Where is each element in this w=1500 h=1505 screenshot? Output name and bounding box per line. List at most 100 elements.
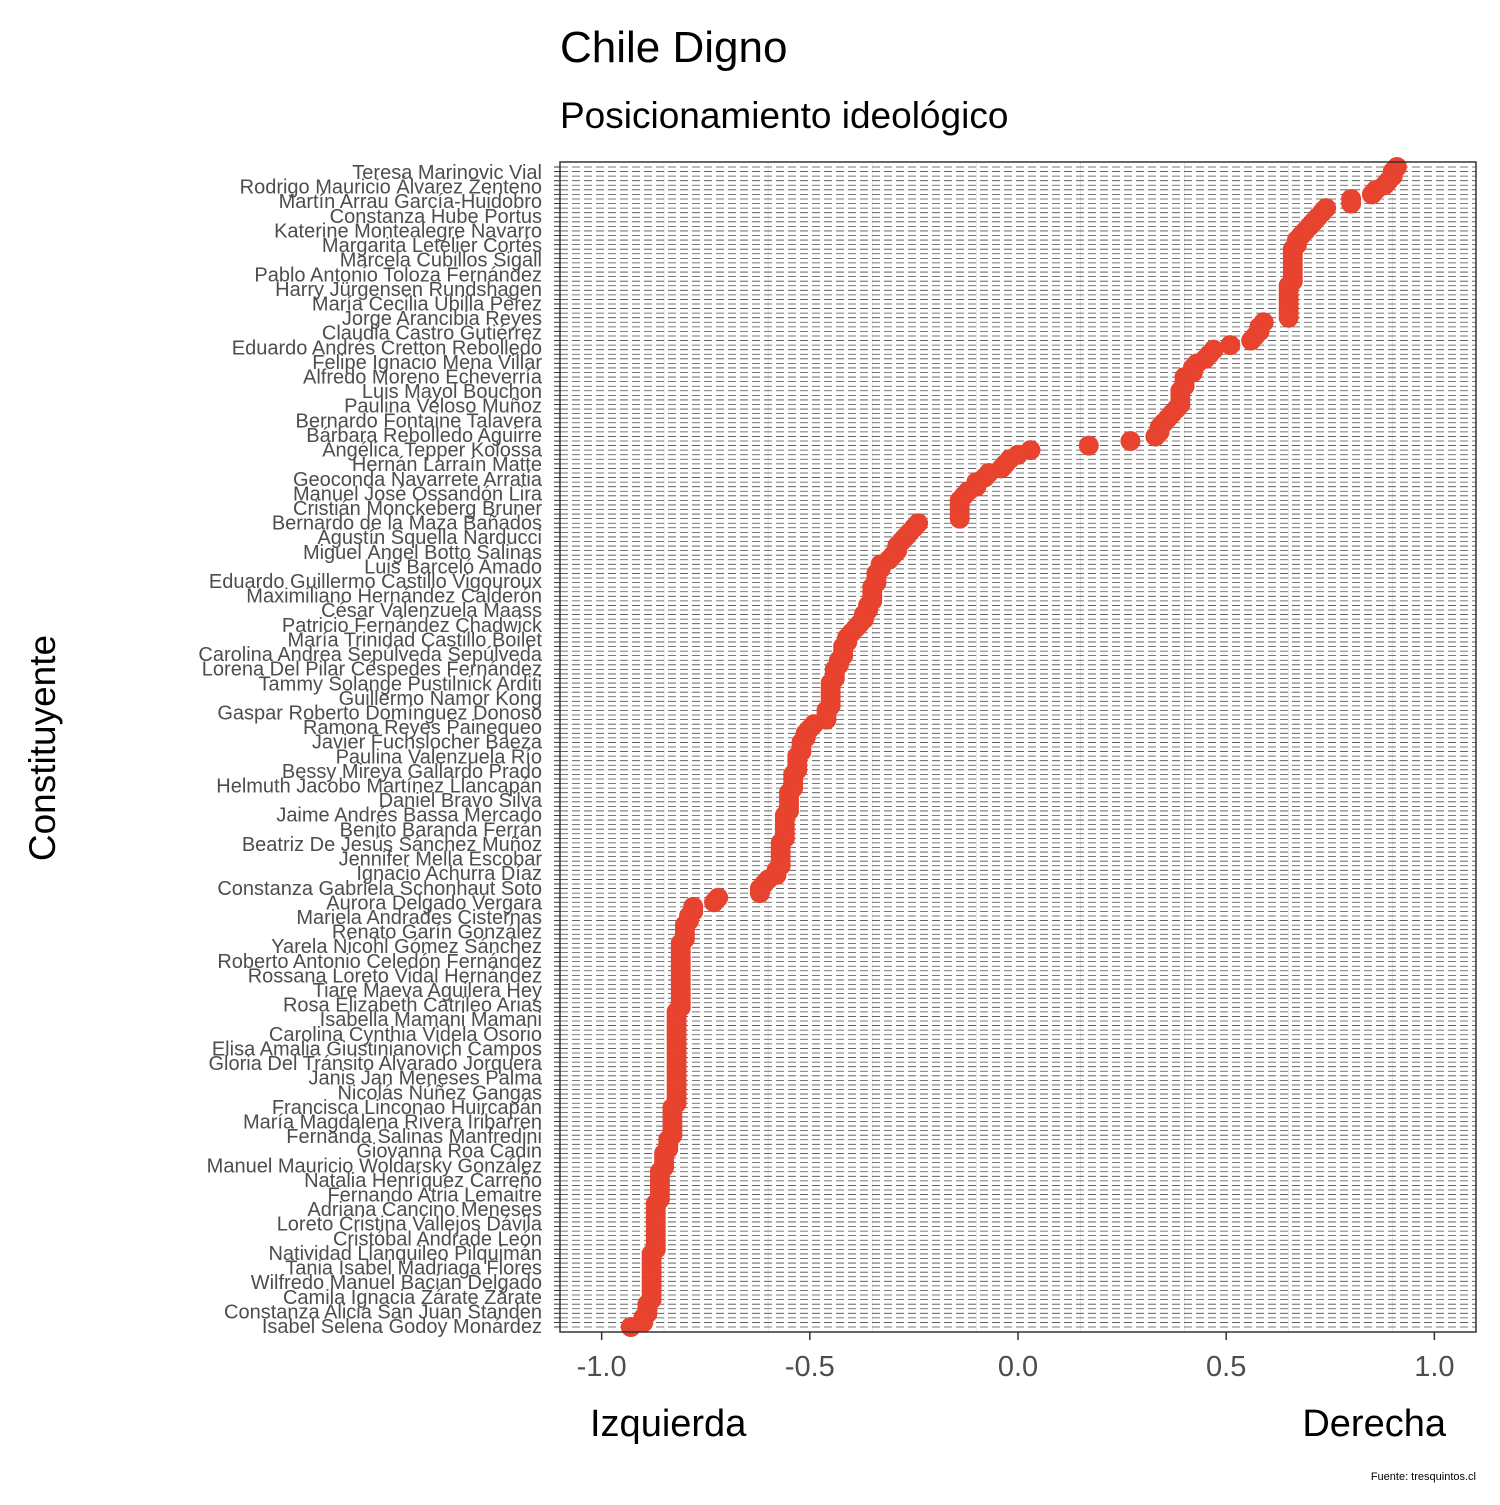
- y-tick-label: Ignacio Achurra Díaz: [356, 863, 542, 885]
- caption: Fuente: tresquintos.cl: [1371, 1471, 1476, 1483]
- y-tick-label: Isabella Mamani Mamani: [320, 1009, 542, 1031]
- y-axis-title: Constituyente: [22, 635, 63, 861]
- data-point: [620, 1317, 641, 1337]
- y-tick-label: Pablo Antonio Toloza Fernández: [254, 264, 542, 286]
- y-tick-label: Renato Garín González: [332, 922, 542, 944]
- data-point: [1241, 330, 1262, 351]
- y-tick-label: Manuel Mauricio Woldarsky González: [207, 1155, 542, 1177]
- y-tick-label: Elisa Amalia Giustinianovich Campos: [212, 1038, 542, 1060]
- y-tick-label: Alfredo Moreno Echeverría: [303, 367, 543, 389]
- data-point: [749, 883, 770, 904]
- x-tick-label: 0.0: [998, 1351, 1038, 1383]
- x-tick-label: -1.0: [577, 1351, 627, 1383]
- y-tick-label: Marcela Cubillos Sigall: [340, 250, 542, 272]
- y-tick-label: Roberto Antonio Celedón Fernández: [217, 951, 542, 973]
- y-tick-label: Eduardo Andrés Cretton Rebolledo: [232, 337, 542, 359]
- y-tick-label: Camila Ignacia Zárate Zárate: [283, 1287, 542, 1309]
- x-axis-left-label: Izquierda: [590, 1403, 747, 1445]
- y-tick-label: Rosa Elizabeth Catrileo Arias: [283, 995, 542, 1017]
- y-tick-label: Benito Baranda Ferrán: [340, 819, 542, 841]
- x-axis-right-label: Derecha: [1302, 1403, 1446, 1445]
- data-point: [1278, 307, 1299, 328]
- x-tick-label: 0.5: [1206, 1351, 1246, 1383]
- data-point: [1341, 193, 1362, 214]
- y-tick-label: Natalia Henríquez Carreño: [304, 1170, 542, 1192]
- y-tick-label: Ramona Reyes Painequeo: [303, 717, 542, 739]
- y-tick-label: Aurora Delgado Vergara: [326, 892, 543, 914]
- y-tick-label: Rossana Loreto Vidal Hernández: [248, 965, 542, 987]
- y-tick-label: Rodrigo Mauricio Álvarez Zenteno: [240, 176, 542, 199]
- y-tick-label: Constanza Hube Portus: [330, 206, 542, 228]
- y-tick-label: Cristián Monckeberg Bruner: [293, 498, 542, 520]
- y-tick-label: Lorena Del Pilar Céspedes Fernández: [202, 659, 542, 681]
- y-tick-label: Javier Fuchslocher Baeza: [312, 732, 543, 754]
- data-point: [1120, 431, 1141, 452]
- data-point: [949, 508, 970, 529]
- y-tick-label: Helmuth Jacobo Martínez Llancapán: [216, 776, 542, 798]
- x-tick-label: -0.5: [785, 1351, 835, 1383]
- data-point: [1078, 435, 1099, 456]
- y-tick-label: Wilfredo Manuel Bacian Delgado: [251, 1272, 542, 1294]
- y-tick-label: Mariela Andrades Cisternas: [296, 907, 542, 929]
- y-tick-label: Bernardo de la Maza Bañados: [272, 513, 542, 535]
- y-tick-label: Katerine Montealegre Navarro: [274, 220, 542, 242]
- x-tick-label: 1.0: [1414, 1351, 1454, 1383]
- y-tick-label: Constanza Gabriela Schonhaut Soto: [217, 878, 542, 900]
- y-tick-label: Adriana Cancino Meneses: [307, 1199, 542, 1221]
- y-tick-label: Maximiliano Hernández Calderón: [246, 586, 542, 608]
- y-tick-label: Bessy Mireya Gallardo Prado: [282, 761, 542, 783]
- y-tick-label: Loreto Cristina Vallejos Dávila: [277, 1214, 543, 1236]
- y-tick-label: Natividad Llanquileo Pilquimán: [268, 1243, 542, 1265]
- y-tick-label: Bárbara Rebolledo Aguirre: [306, 425, 542, 447]
- data-point: [1361, 184, 1382, 205]
- y-tick-label: Daniel Bravo Silva: [379, 790, 543, 812]
- data-point: [1145, 426, 1166, 447]
- y-tick-label: Miguel Ángel Botto Salinas: [303, 541, 542, 564]
- y-tick-label: Jennifer Mella Escobar: [339, 849, 543, 871]
- y-tick-label: Jorge Arancibia Reyes: [342, 308, 542, 330]
- y-tick-label: María Trinidad Castillo Boilet: [287, 629, 542, 651]
- data-point: [1220, 335, 1241, 356]
- y-tick-label: Angélica Tepper Kolossa: [322, 440, 543, 462]
- chart-title: Chile Digno: [560, 23, 787, 72]
- y-tick-label: César Valenzuela Maass: [321, 600, 542, 622]
- plot-panel: -1.0 -0.5 0.0 0.5 1.0: [554, 157, 1477, 1383]
- y-tick-label: Jaime Andrés Bassa Mercado: [276, 805, 542, 827]
- y-tick-label: Luis Barceló Amado: [364, 556, 542, 578]
- y-tick-label: Fernanda Salinas Manfredini: [286, 1126, 542, 1148]
- y-tick-label: Geoconda Navarrete Arratia: [293, 469, 543, 491]
- y-tick-label: Fernando Atria Lemaitre: [327, 1185, 542, 1207]
- y-tick-label: Teresa Marinovic Vial: [352, 162, 542, 184]
- y-tick-label: Yarela Nicohl Gómez Sánchez: [271, 936, 542, 958]
- chart-subtitle: Posicionamiento ideológico: [560, 95, 1008, 136]
- y-tick-label: Carolina Andrea Sepúlveda Sepúlveda: [198, 644, 542, 666]
- y-tick-label: Constanza Alicia San Juan Standen: [224, 1301, 542, 1323]
- y-tick-label: Giovanna Roa Cadin: [356, 1141, 542, 1163]
- y-tick-label: Nicolás Núñez Gangas: [337, 1082, 542, 1104]
- y-tick-label: Tammy Solange Pustilnick Arditi: [259, 673, 542, 695]
- y-tick-label: Gaspar Roberto Domínguez Donoso: [217, 702, 542, 724]
- y-tick-label: Tania Isabel Madriaga Flores: [285, 1258, 542, 1280]
- y-tick-label: Patricio Fernández Chadwick: [282, 615, 543, 637]
- y-tick-label: Cristóbal Andrade León: [333, 1228, 542, 1250]
- y-tick-label: Carolina Cynthia Videla Osorio: [269, 1024, 542, 1046]
- y-tick-label: Agustín Squella Narducci: [317, 527, 542, 549]
- y-tick-label: Paulina Valenzuela Río: [336, 746, 542, 768]
- y-tick-label: Janis Jan Meneses Palma: [309, 1068, 543, 1090]
- y-tick-label: María Magdalena Rivera Iribarren: [243, 1111, 542, 1133]
- y-tick-label: Margarita Letelier Cortés: [322, 235, 542, 257]
- y-tick-label: Francisca Linconao Huircapán: [272, 1097, 542, 1119]
- y-tick-label: Martín Arrau García-Huidobro: [279, 191, 542, 213]
- y-tick-label: Guillermo Namor Kong: [339, 688, 542, 710]
- y-tick-label: Hernán Larraín Matte: [352, 454, 542, 476]
- y-tick-label: Tiare Maeva Aguilera Hey: [313, 980, 542, 1002]
- y-tick-label: Luis Mayol Bouchon: [362, 381, 542, 403]
- y-tick-label: Isabel Selena Godoy Monárdez: [262, 1316, 542, 1338]
- y-tick-label: Gloria Del Tránsito Alvarado Jorquera: [209, 1053, 543, 1075]
- y-tick-label: María Cecilia Ubilla Pérez: [312, 293, 542, 315]
- y-tick-label: Claudia Castro Gutiérrez: [322, 323, 542, 345]
- y-tick-label: Eduardo Guillermo Castillo Vigouroux: [209, 571, 542, 593]
